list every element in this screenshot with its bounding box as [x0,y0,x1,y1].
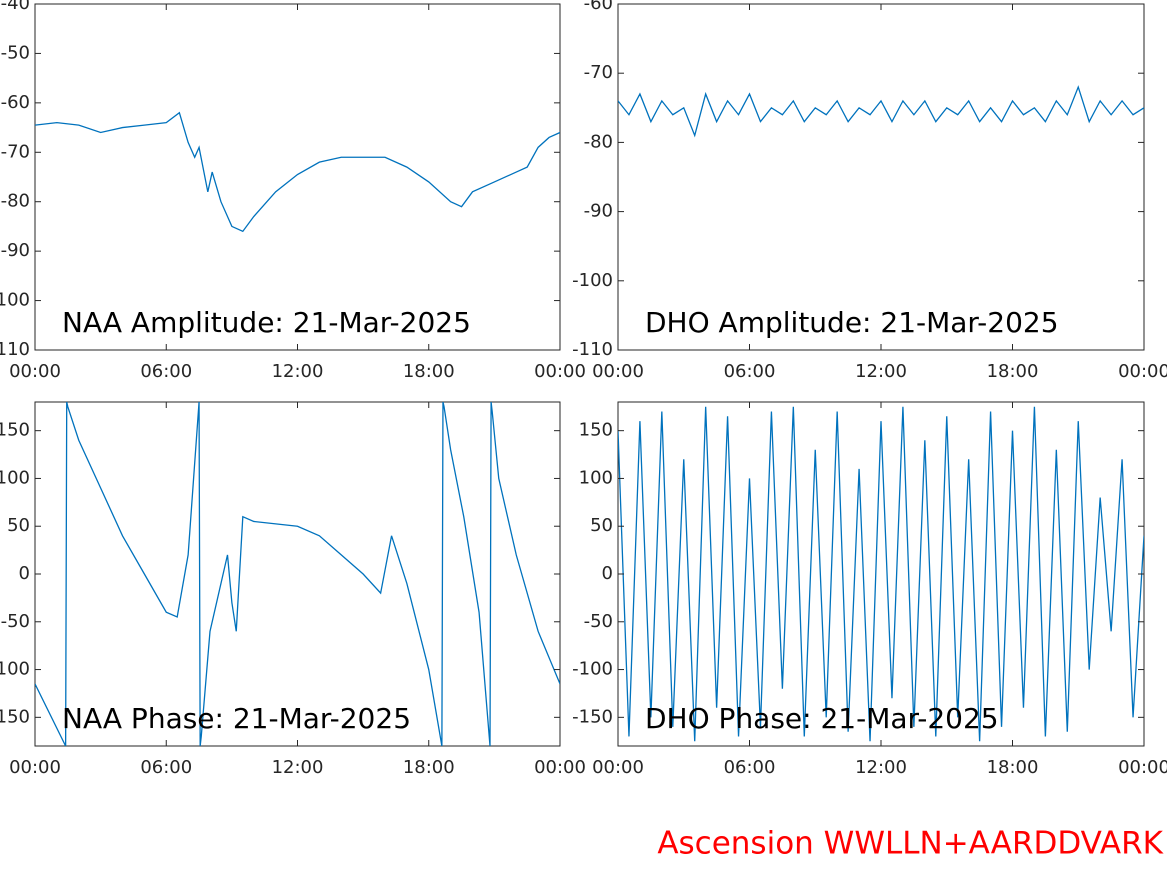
panel: -150 -100 -50 0 50 100 150 00:00 06:00 12:00 18:00… [0,401,586,778]
y-tick-label: -70 [584,62,613,83]
x-tick-label: 06:00 [724,757,776,778]
plot-area [617,401,1145,747]
caption: Ascension WWLLN+AARDDVARK [657,826,1163,862]
data-line [35,111,560,233]
plot-area [34,3,561,351]
panel-title: NAA Amplitude: 21-Mar-2025 [62,306,471,339]
y-tick-label: -90 [1,240,30,261]
y-tick-label: 150 [0,420,30,441]
x-tick-label: 06:00 [724,361,776,382]
y-tick-label: 0 [19,563,30,584]
x-tick-label: 00:00 [534,361,586,382]
y-tick-label: -100 [572,659,613,680]
x-tick-label: 06:00 [140,361,192,382]
y-tick-label: -90 [584,201,613,222]
x-tick-label: 12:00 [272,361,324,382]
y-tick-label: -110 [572,339,613,360]
y-tick-label: -60 [584,0,613,14]
y-tick-label: 150 [579,420,613,441]
plot-area [617,3,1145,351]
y-tick-label: 50 [590,515,613,536]
y-tick-label: -80 [584,131,613,152]
panel-title: DHO Phase: 21-Mar-2025 [645,702,999,735]
x-tick-label: 00:00 [592,361,644,382]
y-tick-label: 0 [602,563,613,584]
y-tick-label: -100 [0,659,30,680]
y-tick-label: -80 [1,191,30,212]
panel-title: DHO Amplitude: 21-Mar-2025 [645,306,1059,339]
y-tick-label: 50 [7,515,30,536]
panel: -150 -100 -50 0 50 100 150 00:00 06:00 12:00 18:00… [572,401,1167,778]
y-tick-label: 100 [0,467,30,488]
y-tick-label: -50 [1,611,30,632]
x-tick-label: 12:00 [855,361,907,382]
x-tick-label: 00:00 [1118,361,1167,382]
y-tick-label: -60 [1,92,30,113]
y-tick-label: 100 [579,467,613,488]
y-tick-label: -110 [0,339,30,360]
panel: -40-50-60-70-80-90-100-11000:0006:0012:0… [0,0,586,382]
y-tick-label: -40 [1,0,30,14]
x-tick-label: 00:00 [592,757,644,778]
x-tick-label: 18:00 [403,361,455,382]
x-tick-label: 12:00 [272,757,324,778]
y-tick-label: -150 [572,706,613,727]
x-tick-label: 00:00 [9,361,61,382]
y-tick-label: -100 [0,290,30,311]
y-tick-label: -100 [572,270,613,291]
x-tick-label: 18:00 [403,757,455,778]
x-tick-label: 12:00 [855,757,907,778]
x-tick-label: 00:00 [9,757,61,778]
data-line [618,85,1144,138]
y-tick-label: -50 [584,611,613,632]
x-tick-label: 18:00 [987,757,1039,778]
y-tick-label: -70 [1,141,30,162]
x-tick-label: 18:00 [987,361,1039,382]
x-tick-label: 00:00 [1118,757,1167,778]
y-tick-label: -150 [0,706,30,727]
panel-title: NAA Phase: 21-Mar-2025 [62,702,411,735]
x-tick-label: 00:00 [534,757,586,778]
data-line [618,406,1144,742]
plot-area [34,401,561,747]
y-tick-label: -50 [1,42,30,63]
data-line [35,402,560,746]
x-tick-label: 06:00 [140,757,192,778]
